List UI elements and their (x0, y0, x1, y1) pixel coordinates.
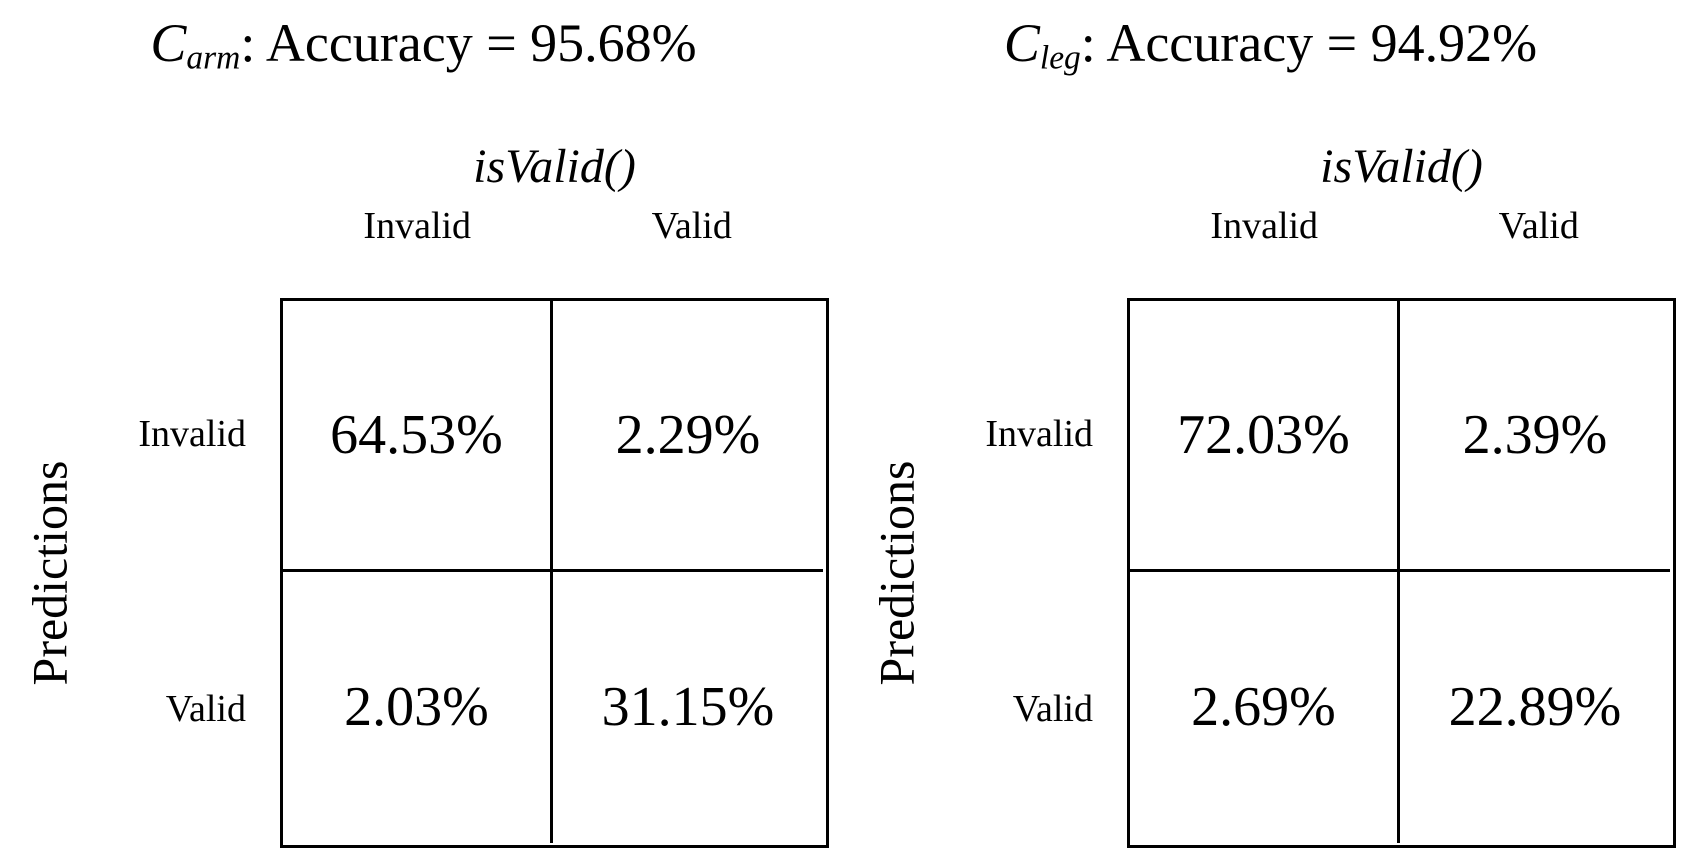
predictions-axis-label: Predictions (868, 460, 925, 686)
cell-pred-valid-true-invalid: 2.69% (1130, 571, 1400, 843)
left-axis-label-cell: Predictions (18, 298, 80, 848)
cell-pred-invalid-true-invalid: 64.53% (283, 300, 553, 572)
panel-leg: Cleg: Accuracy = 94.92% isValid() Invali… (847, 0, 1694, 860)
column-header-valid: Valid (1498, 204, 1579, 247)
cell-pred-invalid-true-invalid: 72.03% (1130, 300, 1400, 572)
accuracy-text: : Accuracy = 94.92% (1080, 13, 1538, 73)
top-axis-label: isValid() (473, 140, 636, 194)
confusion-table-leg: 72.03% 2.39% 2.69% 22.89% (1127, 297, 1676, 848)
cell-pred-valid-true-valid: 31.15% (601, 676, 775, 739)
row-header-invalid: Invalid (138, 413, 246, 456)
row-header-invalid: Invalid (985, 413, 1093, 456)
classifier-subscript: leg (1039, 39, 1081, 77)
confusion-table-arm: 64.53% 2.29% 2.03% 31.15% (280, 297, 829, 848)
matrix-grid-arm: isValid() Invalid Valid Predictions Inva… (18, 110, 829, 848)
classifier-symbol: C (1003, 13, 1040, 73)
top-axis-label: isValid() (1320, 140, 1483, 194)
row-header-valid: Valid (165, 688, 246, 731)
classifier-subscript: arm (186, 39, 241, 77)
cell-pred-valid-true-invalid: 2.03% (283, 571, 553, 843)
classifier-symbol: C (150, 13, 187, 73)
column-header-invalid: Invalid (363, 204, 472, 247)
cell-pred-invalid-true-valid: 2.39% (1400, 301, 1670, 572)
column-header-invalid: Invalid (1210, 204, 1319, 247)
accuracy-text: : Accuracy = 95.68% (240, 13, 697, 73)
column-headers: Invalid Valid (280, 198, 829, 298)
panel-title-leg: Cleg: Accuracy = 94.92% (1004, 8, 1537, 80)
panel-title-arm: Carm: Accuracy = 95.68% (150, 8, 696, 80)
predictions-axis-label: Predictions (21, 460, 78, 686)
cell-pred-valid-true-valid: 22.89% (1448, 676, 1622, 739)
matrix-grid-leg: isValid() Invalid Valid Predictions Inva… (865, 110, 1676, 848)
cell-pred-invalid-true-valid: 2.29% (553, 301, 823, 572)
column-header-valid: Valid (651, 204, 732, 247)
left-axis-label-cell: Predictions (865, 298, 927, 848)
column-headers: Invalid Valid (1127, 198, 1676, 298)
row-header-valid: Valid (1012, 688, 1093, 731)
panel-arm: Carm: Accuracy = 95.68% isValid() Invali… (18, 8, 829, 848)
